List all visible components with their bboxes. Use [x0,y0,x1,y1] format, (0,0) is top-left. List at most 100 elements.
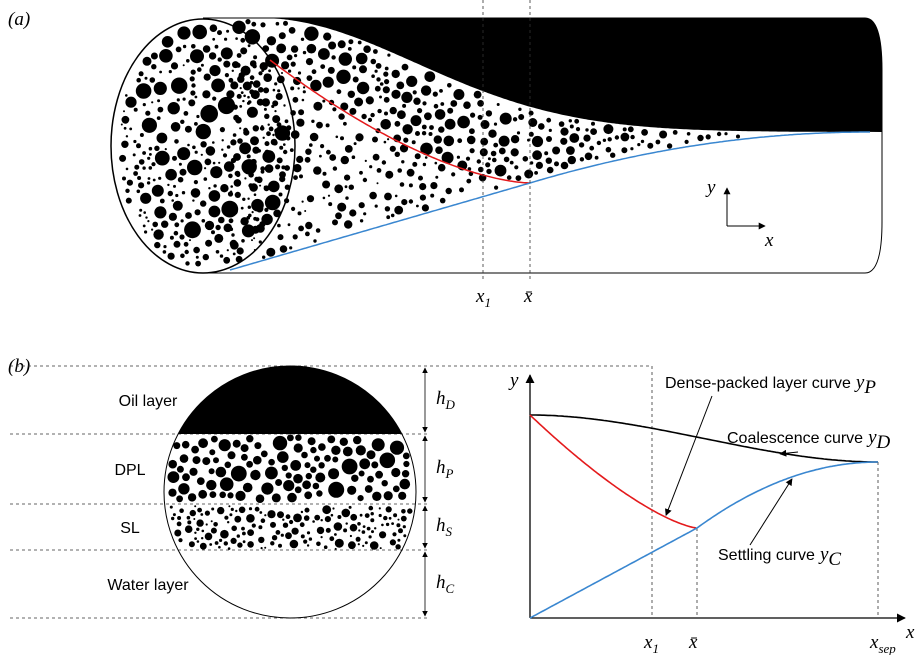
droplet [545,157,552,164]
droplet [200,513,204,516]
droplet [187,493,197,502]
droplet [187,520,192,525]
droplet [220,529,229,539]
droplet [173,240,181,248]
droplet [382,86,390,94]
droplet [496,103,500,106]
droplet [193,518,196,520]
droplet [174,529,182,537]
droplet [179,508,184,513]
droplet [348,184,354,190]
droplet [392,532,397,537]
droplet [306,43,317,54]
droplet [465,156,471,161]
droplet [229,513,233,517]
droplet [451,172,456,177]
droplet [402,452,410,460]
droplet [342,446,353,457]
droplet [231,233,235,237]
droplet [132,153,136,157]
droplet [503,156,510,163]
droplet [381,480,388,487]
droplet [327,435,336,444]
droplet [579,157,585,162]
droplet [303,86,306,89]
droplet [240,91,244,94]
droplet [315,228,321,233]
layer-height-main: h [436,457,446,478]
droplet [285,472,292,479]
droplet [142,151,147,155]
droplet [260,22,266,28]
droplet [281,165,286,170]
droplet [362,525,366,528]
droplet [359,458,371,470]
droplet [378,507,381,510]
droplet [221,139,224,142]
droplet [158,176,162,180]
droplet [610,152,616,158]
droplet [314,455,320,462]
droplet [284,184,291,190]
droplet [394,151,400,157]
marker-x1: x1 [475,286,491,310]
droplet [301,98,305,102]
droplet [275,530,281,535]
droplet [234,170,241,177]
droplet [546,117,552,123]
droplet [157,99,161,103]
droplet [528,110,534,116]
droplet [285,532,292,540]
droplet [121,115,130,124]
droplet [324,454,331,462]
droplet [393,513,398,518]
droplet [259,184,262,187]
droplet [401,91,413,103]
x-tick-label-main: x [869,632,879,653]
droplet [336,69,351,85]
droplet [184,125,192,133]
droplet [284,165,290,171]
droplet [383,96,390,103]
droplet [276,75,285,84]
droplet [240,217,249,226]
droplet [389,106,397,115]
droplet [264,113,270,120]
droplet [268,180,280,193]
droplet [364,541,368,545]
droplet [516,131,521,135]
droplet [371,461,379,469]
droplet [194,505,197,508]
droplet [250,90,260,100]
curve-label: Dense-packed layer curve yP [665,372,876,398]
droplet [304,507,310,513]
droplet [450,100,458,107]
droplet [353,435,362,445]
droplet [279,176,286,183]
droplet [251,239,253,242]
droplet [180,219,184,223]
droplet [268,458,275,466]
droplet [400,515,407,522]
droplet [614,135,620,140]
droplet [217,506,225,515]
droplet [385,506,392,513]
droplet [274,82,278,86]
droplet [195,260,202,267]
droplet [300,510,304,514]
droplet [272,133,275,137]
droplet [518,107,522,112]
droplet [297,71,302,75]
droplet [302,50,307,55]
droplet [218,439,231,452]
droplet [362,177,368,183]
droplet [208,468,215,475]
droplet [290,460,302,471]
droplet [567,155,576,165]
droplet [416,204,419,208]
droplet [406,168,415,177]
droplet [154,150,170,166]
droplet [267,510,276,519]
droplet [219,477,234,492]
droplet [487,157,491,161]
